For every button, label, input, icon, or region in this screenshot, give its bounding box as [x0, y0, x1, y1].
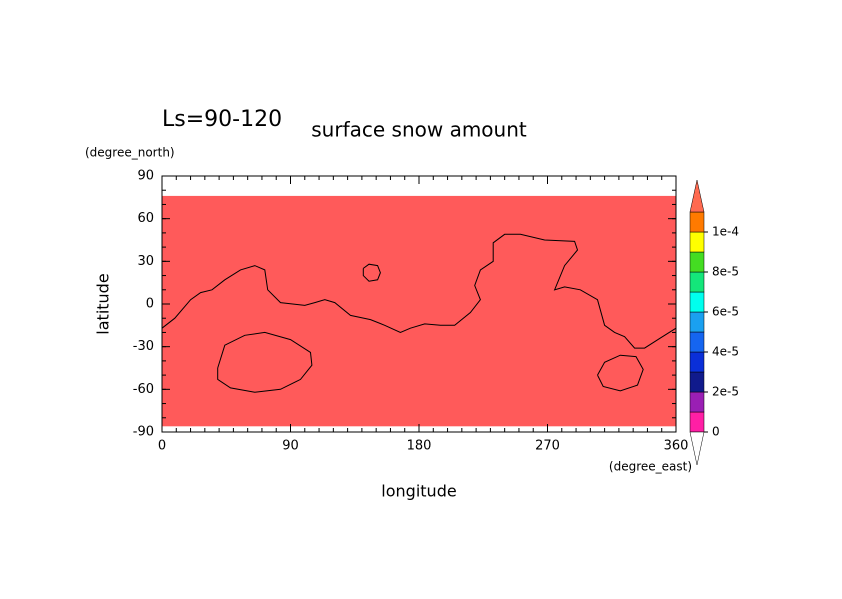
contour-line — [362, 263, 381, 282]
y-unit: (degree_north) — [85, 146, 175, 160]
x-tick-label: 90 — [282, 439, 299, 454]
x-tick-label: 270 — [535, 439, 560, 454]
x-tick-label: 180 — [407, 439, 432, 454]
y-axis-label: latitude — [94, 273, 113, 334]
colorbar-tick-label: 1e-4 — [712, 225, 739, 239]
colorbar-tick-label: 4e-5 — [712, 345, 739, 359]
y-tick-label: -30 — [133, 339, 154, 354]
colorbar-segment — [689, 251, 705, 273]
colorbar-tick-label: 8e-5 — [712, 265, 739, 279]
colorbar-tick-label: 2e-5 — [712, 385, 739, 399]
x-tick-label: 0 — [158, 439, 166, 454]
colorbar-segment — [689, 411, 705, 433]
contour-line — [217, 331, 313, 393]
colorbar-tick-label: 6e-5 — [712, 305, 739, 319]
chart-subtitle: Ls=90-120 — [162, 107, 282, 132]
y-tick-label: 60 — [137, 211, 154, 226]
colorbar-segment — [689, 211, 705, 233]
colorbar-segment — [689, 231, 705, 253]
y-tick-label: 30 — [137, 254, 154, 269]
colorbar-segment — [689, 331, 705, 353]
chart-title: surface snow amount — [311, 118, 527, 142]
colorbar-extend-max — [689, 179, 705, 213]
colorbar-segment — [689, 351, 705, 373]
colorbar-segment — [689, 311, 705, 333]
x-unit: (degree_east) — [609, 460, 692, 474]
y-tick-label: 0 — [146, 297, 154, 312]
x-tick-label: 360 — [664, 439, 689, 454]
filled-region — [162, 195, 676, 427]
x-axis-label: longitude — [381, 482, 456, 501]
colorbar-segment — [689, 271, 705, 293]
contour-line — [597, 354, 644, 392]
y-tick-label: -60 — [133, 382, 154, 397]
colorbar-segment — [689, 391, 705, 413]
colorbar-tick-label: 0 — [712, 425, 720, 439]
contour-line — [161, 233, 677, 349]
colorbar-segment — [689, 371, 705, 393]
y-tick-label: 90 — [137, 169, 154, 184]
y-tick-label: -90 — [133, 425, 154, 440]
colorbar-extend-min — [689, 431, 705, 466]
colorbar-segment — [689, 291, 705, 313]
